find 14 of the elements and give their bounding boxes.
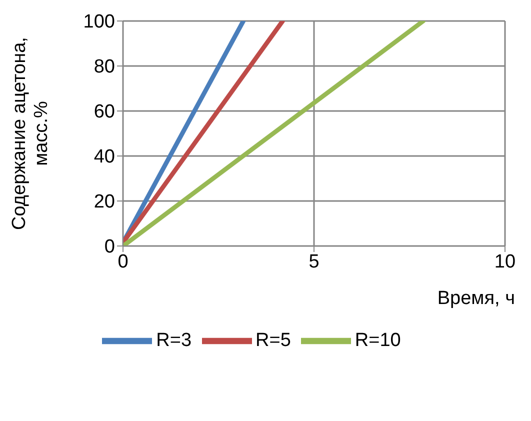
legend-label: R=3 bbox=[156, 330, 192, 352]
y-tick-label: 80 bbox=[94, 56, 115, 78]
x-axis-title: Время, ч bbox=[437, 288, 515, 309]
y-tick-label: 20 bbox=[94, 192, 115, 213]
x-tick-label: 5 bbox=[308, 251, 320, 272]
x-tick-label: 10 bbox=[494, 251, 516, 272]
y-tick-label: 0 bbox=[104, 236, 115, 258]
y-axis-title: Содержание ацетона, масс.% bbox=[9, 37, 52, 230]
legend-label: R=10 bbox=[354, 330, 401, 352]
y-tick-label: 60 bbox=[94, 102, 115, 123]
y-tick-label: 40 bbox=[94, 146, 115, 168]
x-tick-label: 0 bbox=[118, 251, 128, 272]
y-tick-label: 100 bbox=[83, 12, 115, 33]
legend-label: R=5 bbox=[256, 330, 291, 352]
